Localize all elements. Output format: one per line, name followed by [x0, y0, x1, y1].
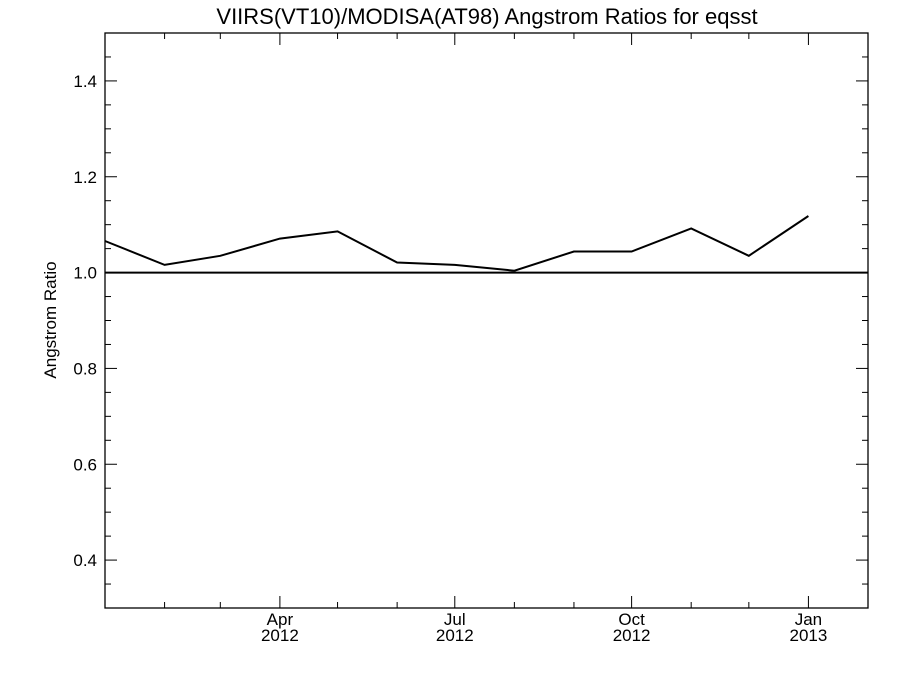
x-tick-month-label: Apr	[267, 610, 294, 629]
x-tick-year-label: 2013	[790, 626, 828, 645]
axis-ticks	[105, 32, 869, 609]
series-line	[104, 215, 809, 272]
y-tick-label: 1.0	[73, 264, 97, 283]
x-tick-month-label: Oct	[618, 610, 645, 629]
series-layer	[104, 215, 868, 274]
x-tick-year-label: 2012	[613, 626, 651, 645]
y-tick-label: 0.8	[73, 359, 97, 378]
plot-frame	[104, 32, 869, 609]
chart-title: VIIRS(VT10)/MODISA(AT98) Angstrom Ratios…	[216, 4, 757, 29]
y-tick-label: 0.6	[73, 455, 97, 474]
y-tick-label: 1.4	[73, 72, 97, 91]
x-tick-year-label: 2012	[261, 626, 299, 645]
x-tick-month-label: Jan	[795, 610, 822, 629]
x-tick-year-label: 2012	[436, 626, 474, 645]
x-tick-month-label: Jul	[444, 610, 466, 629]
y-tick-label: 0.4	[73, 551, 97, 570]
tick-labels: 0.40.60.81.01.21.4Apr2012Jul2012Oct2012J…	[73, 72, 827, 645]
y-tick-label: 1.2	[73, 168, 97, 187]
y-axis-label: Angstrom Ratio	[41, 261, 60, 378]
